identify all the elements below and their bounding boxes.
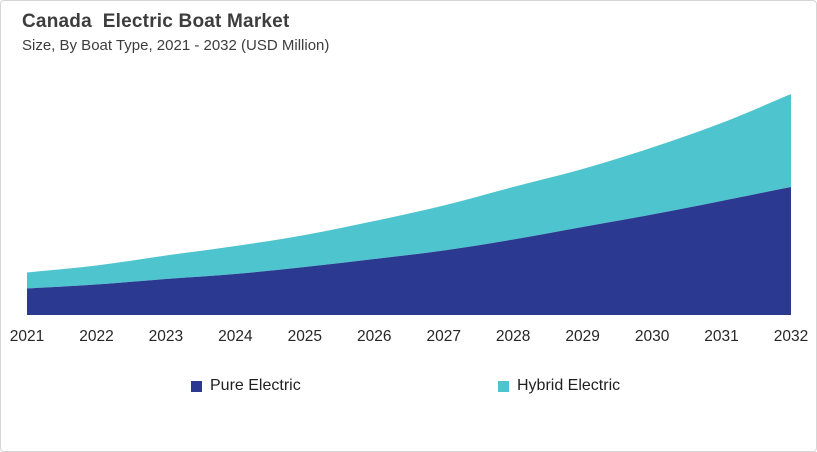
pure-electric-area (27, 187, 791, 315)
page-title: Canada Electric Boat Market (22, 11, 290, 32)
chart-subtitle: Size, By Boat Type, 2021 - 2032 (USD Mil… (22, 37, 330, 54)
hybrid-electric-area (27, 94, 791, 289)
